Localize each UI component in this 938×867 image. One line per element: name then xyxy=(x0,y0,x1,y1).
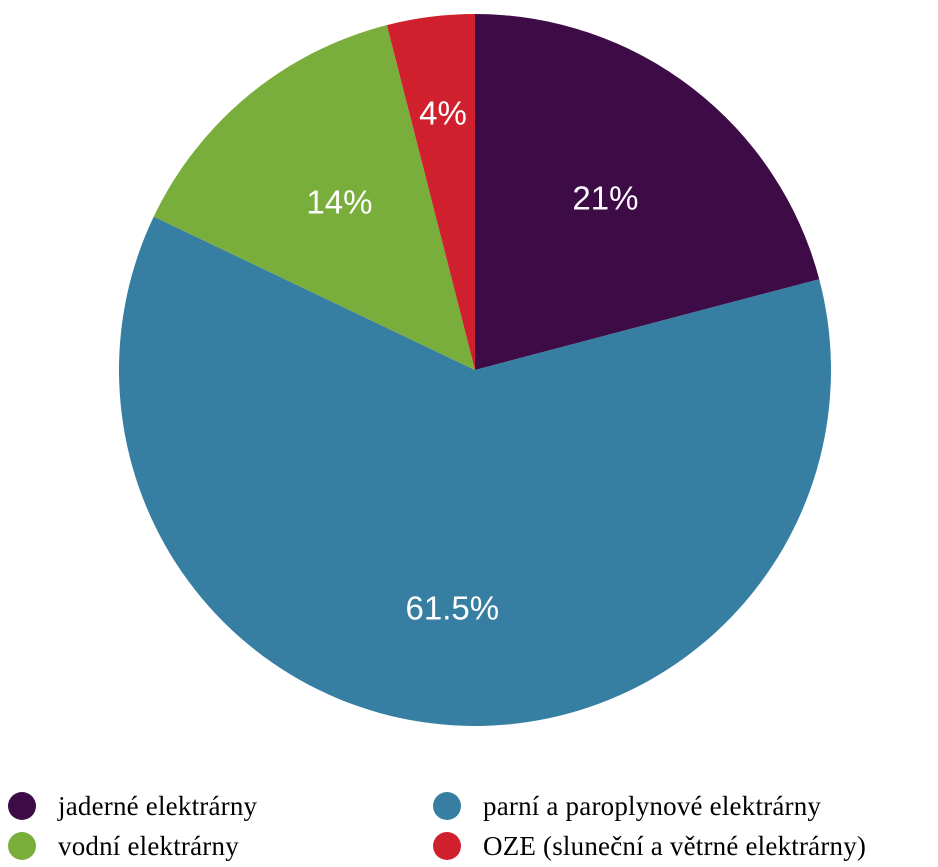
legend: jaderné elektrárny parní a paroplynové e… xyxy=(0,788,938,867)
slice-data-label: 21% xyxy=(572,180,638,217)
slice-data-label: 4% xyxy=(419,94,467,131)
legend-label: vodní elektrárny xyxy=(58,830,239,861)
slice-labels-layer: 21% 61.5% 14% 4% xyxy=(306,94,638,626)
legend-label: parní a paroplynové elektrárny xyxy=(483,790,822,821)
slices-layer xyxy=(119,13,832,726)
pie-chart-svg: 21% 61.5% 14% 4% xyxy=(119,13,832,726)
pie-slice xyxy=(475,13,820,370)
pie-slice xyxy=(119,216,832,726)
legend-item-oze: OZE (sluneční a větrné elektrárny) xyxy=(433,828,866,864)
legend-swatch xyxy=(433,832,461,860)
legend-swatch xyxy=(8,792,36,820)
legend-item-vodni: vodní elektrárny xyxy=(8,828,239,864)
pie-slice xyxy=(153,25,476,370)
legend-swatch xyxy=(433,792,461,820)
slice-data-label: 14% xyxy=(306,184,372,221)
pie-chart: 21% 61.5% 14% 4% xyxy=(119,13,832,726)
legend-label: jaderné elektrárny xyxy=(58,790,258,821)
legend-label: OZE (sluneční a větrné elektrárny) xyxy=(483,830,867,861)
legend-swatch xyxy=(8,832,36,860)
slice-data-label: 61.5% xyxy=(406,590,500,627)
legend-item-parni: parní a paroplynové elektrárny xyxy=(433,788,821,824)
pie-slice xyxy=(386,13,475,370)
legend-item-jaderne: jaderné elektrárny xyxy=(8,788,257,824)
